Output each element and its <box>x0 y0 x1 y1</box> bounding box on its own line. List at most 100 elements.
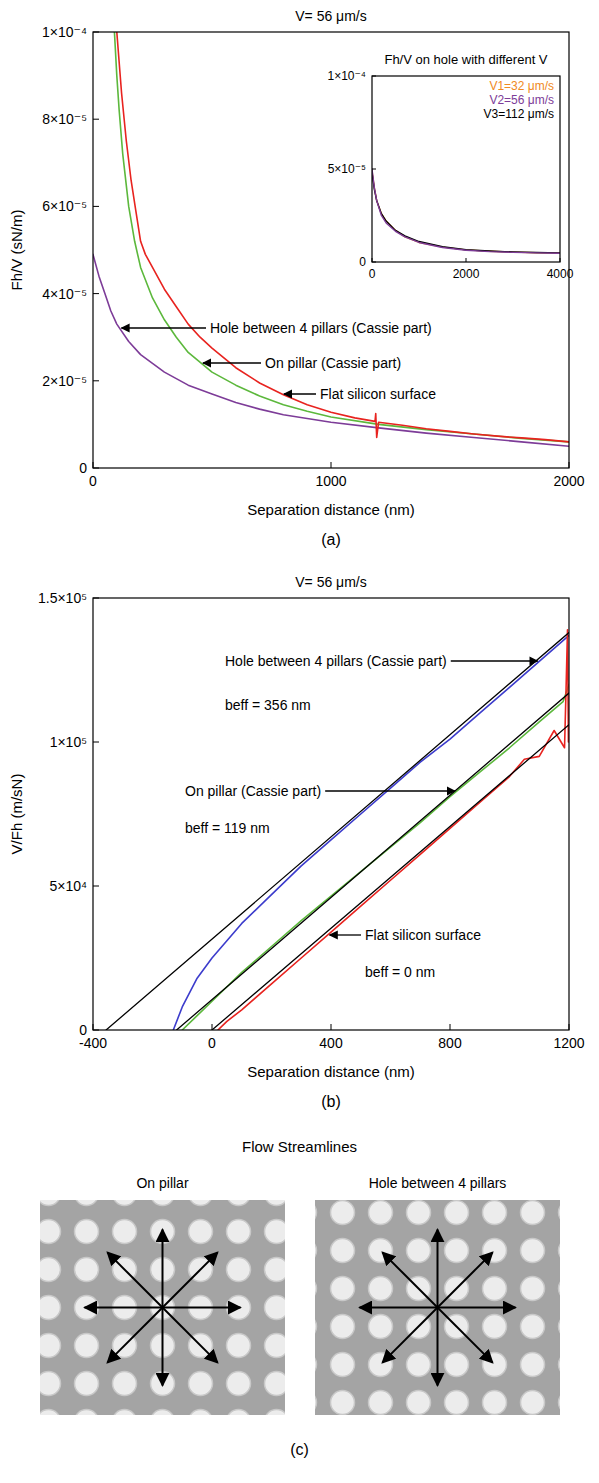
chart-title: V= 56 μm/s <box>295 8 366 24</box>
x-tick <box>450 1024 451 1030</box>
pillar <box>75 1410 99 1416</box>
pillar <box>113 1410 137 1416</box>
pillar <box>331 1277 355 1301</box>
page-background <box>0 0 599 1483</box>
x-tick <box>93 1024 94 1030</box>
annotation: Hole between 4 pillars (Cassie part) <box>210 320 432 336</box>
annotation: beff = 119 nm <box>185 820 270 836</box>
pillar <box>113 1200 137 1206</box>
figure: 01000200002×10⁻⁵4×10⁻⁵6×10⁻⁵8×10⁻⁵1×10⁻⁴… <box>0 0 599 1483</box>
pillar <box>521 1277 545 1301</box>
pillar <box>559 1201 561 1225</box>
y-tick-label: 1×10⁻⁴ <box>327 69 366 83</box>
pillar <box>40 1372 61 1396</box>
pillar <box>189 1372 213 1396</box>
plot-background <box>93 598 569 1030</box>
pillar <box>75 1372 99 1396</box>
pillar <box>521 1239 545 1263</box>
y-tick-label: 0 <box>79 1022 87 1038</box>
pillar <box>331 1201 355 1225</box>
annotation-arrow <box>451 660 538 661</box>
y-tick-label: 5×10⁴ <box>49 878 87 894</box>
pillar <box>227 1410 251 1416</box>
series-group <box>93 32 569 446</box>
x-tick <box>331 1024 332 1030</box>
pillar <box>445 1239 469 1263</box>
pillar <box>559 1277 561 1301</box>
panel-b: -4000400800120005×10⁴1×10⁵1.5×10⁵V= 56 μ… <box>8 574 585 1110</box>
pillar <box>521 1201 545 1225</box>
y-tick <box>93 886 99 887</box>
y-tick <box>372 262 376 263</box>
streamline-arrow <box>437 1308 439 1386</box>
image-title: On pillar <box>136 1175 188 1191</box>
pillar <box>407 1201 431 1225</box>
legend-entry: V3=112 μm/s <box>484 107 554 121</box>
plot-background <box>93 32 569 468</box>
legend-entry: V1=32 μm/s <box>489 79 554 93</box>
legend-entry: V2=56 μm/s <box>489 93 554 107</box>
plot-background <box>372 76 560 262</box>
streamline-arrow <box>437 1230 439 1308</box>
x-tick <box>560 258 561 262</box>
pillar <box>227 1258 251 1282</box>
x-tick <box>466 258 467 262</box>
y-tick <box>93 380 99 381</box>
pillar <box>75 1200 99 1206</box>
annotation-arrow <box>284 393 316 394</box>
pillar <box>407 1353 431 1377</box>
y-tick-label: 4×10⁻⁵ <box>42 286 87 302</box>
panel-label: (b) <box>321 1093 341 1110</box>
pillar <box>40 1296 61 1320</box>
annotation: On pillar (Cassie part) <box>185 783 321 799</box>
series-group <box>372 169 560 253</box>
x-tick-label: 0 <box>208 1035 216 1051</box>
panel-title: Flow Streamlines <box>242 1138 357 1155</box>
y-axis-title: V/Fh (m/sN) <box>8 774 25 855</box>
pillar <box>559 1315 561 1339</box>
annotation: On pillar (Cassie part) <box>265 355 401 371</box>
x-axis-title: Separation distance (nm) <box>247 1063 415 1080</box>
pillar <box>265 1258 286 1282</box>
pillar <box>483 1201 507 1225</box>
y-tick-label: 5×10⁻⁵ <box>328 162 366 176</box>
streamline-arrow <box>162 1308 164 1386</box>
pillar <box>369 1277 393 1301</box>
pillar <box>521 1391 545 1415</box>
streamline-arrow <box>360 1307 438 1309</box>
streamline-arrow <box>438 1252 493 1307</box>
y-axis-title: Fh/V (sN/m) <box>8 210 25 291</box>
y-tick <box>93 293 99 294</box>
y-tick-label: 1.5×10⁵ <box>38 590 87 606</box>
image-title: Hole between 4 pillars <box>369 1175 507 1191</box>
y-tick <box>93 468 99 469</box>
streamline-arrow <box>162 1230 164 1308</box>
annotation-arrow <box>325 790 455 791</box>
pillar <box>40 1258 61 1282</box>
pillar <box>265 1200 286 1206</box>
data-line <box>372 171 560 253</box>
y-tick <box>93 742 99 743</box>
fit-line <box>106 633 569 1030</box>
panel-label: (a) <box>321 531 341 548</box>
plot-frame <box>93 598 569 1030</box>
pillar <box>265 1334 286 1358</box>
x-tick-label: 2000 <box>453 267 480 281</box>
pillar <box>521 1353 545 1377</box>
panel-c: Flow Streamlines On pillar Hole between 4 … <box>0 1138 599 1483</box>
annotation-arrow <box>330 934 361 935</box>
x-tick-label: 0 <box>89 473 97 489</box>
annotation: Flat silicon surface <box>365 927 481 943</box>
pillar <box>75 1258 99 1282</box>
panel-a: 01000200002×10⁻⁵4×10⁻⁵6×10⁻⁵8×10⁻⁵1×10⁻⁴… <box>8 8 585 548</box>
pillar <box>331 1353 355 1377</box>
y-tick <box>372 169 376 170</box>
streamline-arrow <box>163 1308 218 1363</box>
y-tick <box>93 32 99 33</box>
plot-frame <box>372 76 560 262</box>
pillar <box>315 1277 317 1301</box>
x-tick-label: 1200 <box>553 1035 584 1051</box>
pillar <box>315 1201 317 1225</box>
x-tick-label: 0 <box>369 267 376 281</box>
annotation-arrow <box>121 327 206 328</box>
